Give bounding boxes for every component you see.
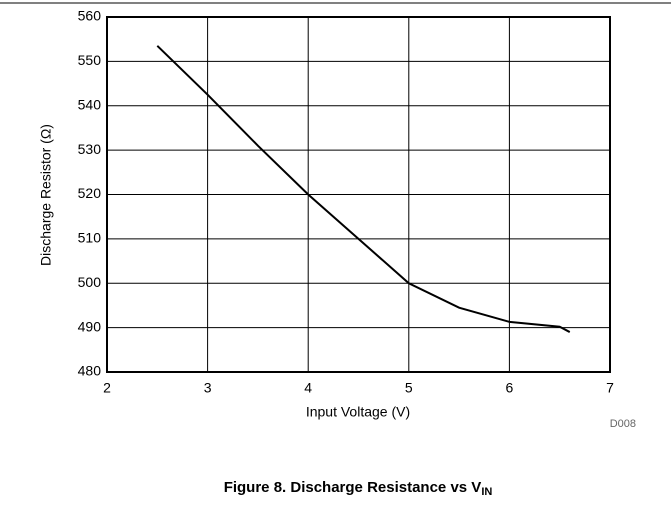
y-tick-label: 560: [78, 8, 102, 24]
caption-subscript: IN: [481, 486, 492, 498]
y-tick-label: 520: [78, 185, 102, 201]
y-axis-label: Discharge Resistor (Ω): [38, 124, 54, 266]
y-tick-label: 490: [78, 318, 102, 334]
caption: Figure 8. Discharge Resistance vs VIN: [224, 479, 493, 498]
plot-frame: [106, 16, 611, 373]
y-tick-label: 540: [78, 96, 102, 112]
x-tick-label: 3: [204, 380, 212, 396]
y-tick-label: 500: [78, 274, 102, 290]
figure-id: D008: [610, 418, 636, 430]
y-tick-label: 530: [78, 141, 102, 157]
caption-text: Figure 8. Discharge Resistance vs V: [224, 479, 482, 496]
x-axis-label: Input Voltage (V): [306, 404, 410, 420]
y-tick-label: 550: [78, 52, 102, 68]
y-tick-label: 510: [78, 230, 102, 246]
x-tick-label: 6: [506, 380, 514, 396]
x-tick-label: 7: [606, 380, 614, 396]
data-line: [156, 45, 571, 333]
x-tick-label: 2: [103, 380, 111, 396]
y-tick-label: 480: [78, 363, 102, 379]
x-tick-label: 4: [304, 380, 312, 396]
x-tick-label: 5: [405, 380, 413, 396]
